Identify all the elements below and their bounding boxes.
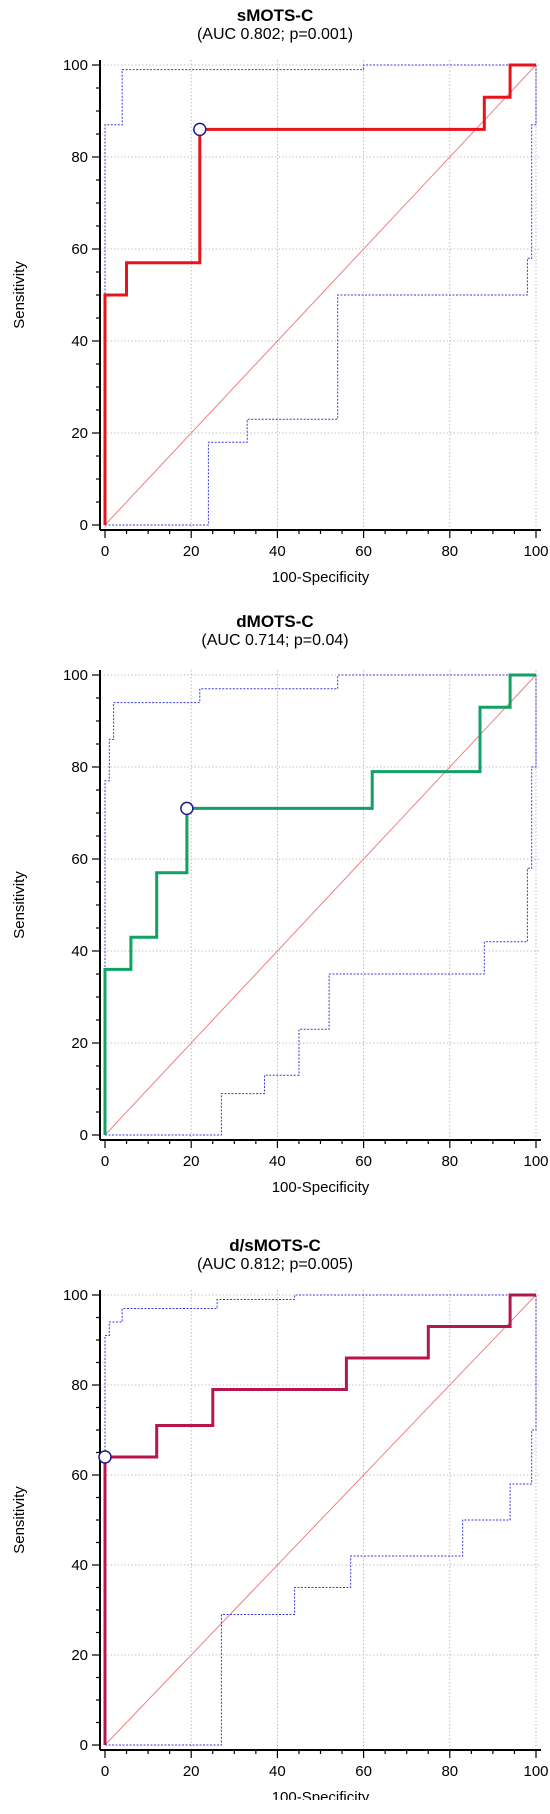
x-tick-label: 60 <box>355 543 372 560</box>
y-tick-label: 40 <box>71 333 88 350</box>
chart-panel-smots: sMOTS-C (AUC 0.802; p=0.001) 0 20 40 60 80 10… <box>0 0 550 600</box>
y-tick-label: 40 <box>71 1557 88 1574</box>
y-tick-label: 100 <box>63 57 88 74</box>
criterion-point-marker <box>98 1450 112 1464</box>
criterion-point-marker <box>193 122 207 137</box>
ci-upper-bound <box>104 64 536 525</box>
x-tick-label: 40 <box>269 543 286 560</box>
y-tick-label: 80 <box>71 759 88 776</box>
roc-chart-smots: 0 20 40 60 80 100 0 20 40 60 80 100 100-Specificity S… <box>11 57 549 586</box>
x-tick-label: 20 <box>183 1153 200 1170</box>
y-tick-label: 20 <box>71 425 88 442</box>
x-tick-label: 20 <box>183 543 200 560</box>
chart-panel-dmots: dMOTS-C (AUC 0.714; p=0.04) 0 20 40 60 80 100… <box>0 600 550 1200</box>
x-tick-label: 20 <box>183 1763 200 1780</box>
y-axis-label: Sensitivity <box>11 1486 28 1554</box>
x-tick-label: 40 <box>269 1153 286 1170</box>
x-axis-label: 100-Specificity <box>272 569 370 586</box>
x-tick-label: 100 <box>523 543 548 560</box>
y-tick-label: 80 <box>71 1377 88 1394</box>
x-tick-label: 0 <box>101 543 109 560</box>
y-tick-label: 40 <box>71 943 88 960</box>
x-axis-label: 100-Specificity <box>272 1789 370 1800</box>
reference-diagonal <box>104 1294 537 1746</box>
y-tick-label: 60 <box>71 851 88 868</box>
roc-chart-dmots: 0 20 40 60 80 100 0 20 40 60 80 100 100-Specificity S… <box>11 667 549 1196</box>
x-tick-label: 60 <box>355 1153 372 1170</box>
chart-title: dMOTS-C <box>236 612 314 631</box>
ci-lower-bound <box>105 675 537 1136</box>
x-tick-label: 0 <box>101 1763 109 1780</box>
reference-diagonal <box>104 674 537 1136</box>
reference-diagonal <box>104 64 537 526</box>
x-tick-label: 0 <box>101 1153 109 1170</box>
y-tick-label: 100 <box>63 1287 88 1304</box>
x-tick-label: 80 <box>441 543 458 560</box>
roc-curve <box>103 1293 536 1745</box>
x-tick-label: 60 <box>355 1763 372 1780</box>
x-tick-label: 40 <box>269 1763 286 1780</box>
ci-upper-bound <box>104 674 536 1135</box>
y-tick-label: 20 <box>71 1035 88 1052</box>
y-tick-label: 0 <box>80 1127 88 1144</box>
criterion-point-marker <box>180 801 194 816</box>
y-tick-label: 60 <box>71 241 88 258</box>
chart-subtitle: (AUC 0.812; p=0.005) <box>196 1256 354 1273</box>
y-tick-label: 20 <box>71 1647 88 1664</box>
x-tick-label: 80 <box>441 1153 458 1170</box>
y-tick-label: 80 <box>71 149 88 166</box>
y-tick-label: 0 <box>80 517 88 534</box>
ci-lower-bound <box>105 1295 537 1746</box>
y-tick-label: 60 <box>71 1467 88 1484</box>
x-tick-label: 100 <box>523 1153 548 1170</box>
roc-chart-dsmots: 0 20 40 60 80 100 0 20 40 60 80 100 100-Specificity S… <box>11 1287 549 1800</box>
ci-lower-bound <box>105 65 537 526</box>
chart-title: sMOTS-C <box>236 6 314 25</box>
chart-subtitle: (AUC 0.714; p=0.04) <box>201 632 349 649</box>
chart-panel-dsmots: d/sMOTS-C (AUC 0.812; p=0.005) 0 20 40 60 80… <box>0 1200 550 1800</box>
chart-title: d/sMOTS-C <box>229 1236 321 1255</box>
y-axis-label: Sensitivity <box>11 261 28 329</box>
chart-subtitle: (AUC 0.802; p=0.001) <box>196 26 354 43</box>
y-tick-label: 100 <box>63 667 88 684</box>
x-tick-label: 100 <box>523 1763 548 1780</box>
x-axis-label: 100-Specificity <box>272 1179 370 1196</box>
x-tick-label: 80 <box>441 1763 458 1780</box>
y-axis-label: Sensitivity <box>11 871 28 939</box>
y-tick-label: 0 <box>80 1737 88 1754</box>
